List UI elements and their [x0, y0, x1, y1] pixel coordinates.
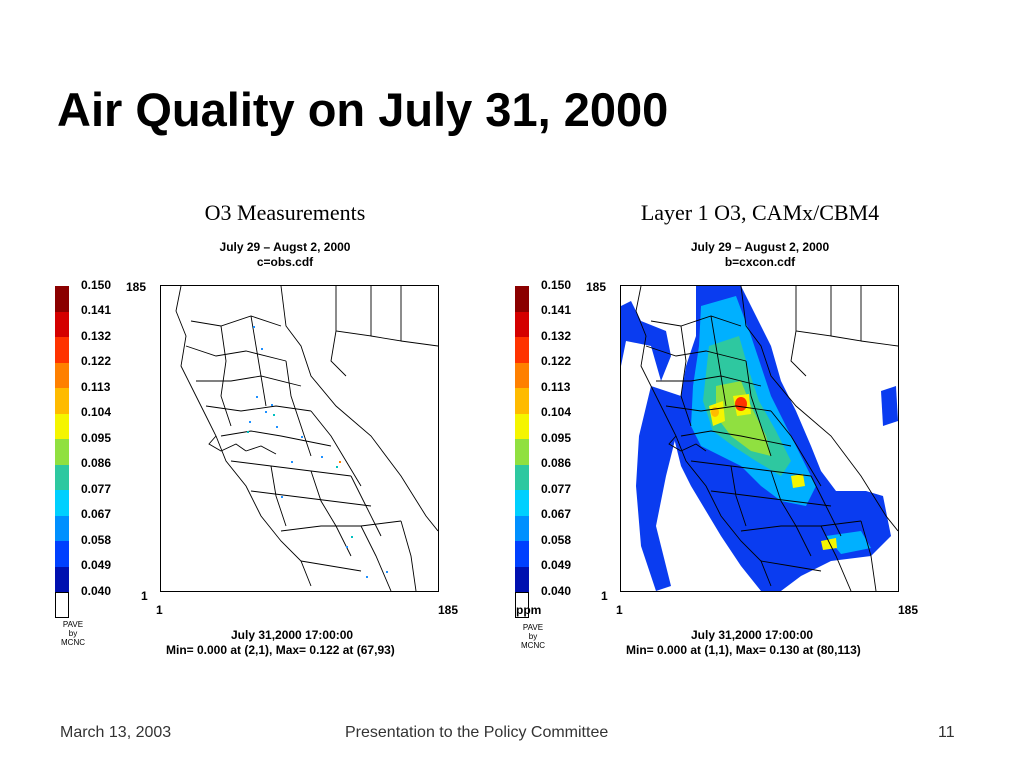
- colorbar-tick: 0.086: [81, 456, 112, 470]
- colorbar-swatch: [55, 541, 69, 567]
- colorbar-tick: 0.049: [81, 558, 112, 572]
- colorbar-tick: 0.058: [81, 533, 112, 547]
- colorbar-tick: 0.132: [81, 329, 112, 343]
- observation-map: [160, 285, 439, 592]
- y-axis-max-label: 185: [586, 280, 607, 294]
- colorbar-swatch: [55, 439, 69, 465]
- right-panel-title: Layer 1 O3, CAMx/CBM4: [640, 200, 880, 225]
- ozone-field: [621, 286, 898, 591]
- colorbar-tick: 0.150: [81, 278, 112, 292]
- y-axis-min-label: 1: [601, 589, 608, 603]
- slide-title: Air Quality on July 31, 2000: [57, 83, 669, 136]
- colorbar-tick: 0.141: [541, 303, 572, 317]
- colorbar-swatch: [515, 362, 529, 388]
- footer-title: Presentation to the Policy Committee: [345, 724, 609, 741]
- colorbar-swatch: [55, 464, 69, 490]
- colorbar-tick: 0.067: [541, 507, 572, 521]
- colorbar-tick: 0.049: [541, 558, 572, 572]
- colorbar-swatch: [515, 541, 529, 567]
- colorbar-swatch: [55, 388, 69, 414]
- x-axis-max-label: 185: [898, 603, 919, 617]
- county-boundaries: [175, 286, 438, 591]
- pave-logo-text: PAVE: [62, 620, 84, 629]
- left-minmax: Min= 0.000 at (2,1), Max= 0.122 at (67,9…: [166, 643, 395, 657]
- right-datetime: July 31,2000 17:00:00: [691, 628, 814, 642]
- colorbar-swatch: [515, 286, 529, 312]
- right-minmax: Min= 0.000 at (1,1), Max= 0.130 at (80,1…: [626, 643, 861, 657]
- colorbar-swatch: [55, 337, 69, 363]
- right-panel-subtitle-2: b=cxcon.cdf: [724, 255, 796, 269]
- colorbar-tick: 0.040: [81, 584, 112, 598]
- colorbar-swatch: [515, 311, 529, 337]
- pave-logo-text: MCNC: [61, 638, 85, 647]
- pave-logo-text: by: [68, 629, 78, 638]
- unit-label: ppm: [516, 603, 542, 617]
- pave-logo: PAVE by MCNC: [515, 623, 551, 650]
- colorbar-swatch: [55, 362, 69, 388]
- left-datetime: July 31,2000 17:00:00: [231, 628, 354, 642]
- colorbar-tick: 0.058: [541, 533, 572, 547]
- colorbar-swatch: [515, 388, 529, 414]
- colorbar-swatch: [515, 337, 529, 363]
- colorbar-tick: 0.150: [541, 278, 572, 292]
- colorbar-tick: 0.113: [81, 380, 111, 394]
- pave-logo: PAVE by MCNC: [55, 620, 91, 647]
- colorbar-swatch: [515, 592, 529, 618]
- colorbar-swatch: [515, 439, 529, 465]
- colorbar-tick: 0.122: [81, 354, 112, 368]
- colorbar-tick: 0.077: [81, 482, 112, 496]
- pave-logo-text: by: [528, 632, 538, 641]
- colorbar-tick: 0.122: [541, 354, 572, 368]
- colorbar-swatch: [515, 490, 529, 516]
- colorbar-tick: 0.077: [541, 482, 572, 496]
- y-axis-max-label: 185: [126, 280, 147, 294]
- right-panel: Layer 1 O3, CAMx/CBM4 July 29 – August 2…: [510, 195, 980, 665]
- right-panel-subtitle-1: July 29 – August 2, 2000: [690, 240, 830, 254]
- model-concentration-map: [620, 285, 899, 592]
- colorbar-swatch: [515, 566, 529, 592]
- pave-logo-text: PAVE: [522, 623, 544, 632]
- y-axis-min-label: 1: [141, 589, 148, 603]
- colorbar-tick: 0.086: [541, 456, 572, 470]
- left-panel-subtitle-1: July 29 – Augst 2, 2000: [219, 240, 351, 254]
- x-axis-min-label: 1: [616, 603, 623, 617]
- colorbar-tick: 0.095: [81, 431, 112, 445]
- pave-logo-text: MCNC: [521, 641, 545, 650]
- colorbar-tick: 0.132: [541, 329, 572, 343]
- colorbar-tick: 0.040: [541, 584, 572, 598]
- colorbar-tick: 0.067: [81, 507, 112, 521]
- footer-date: March 13, 2003: [60, 724, 172, 741]
- colorbar-swatch: [55, 490, 69, 516]
- colorbar-swatch: [515, 515, 529, 541]
- colorbar-tick: 0.095: [541, 431, 572, 445]
- x-axis-min-label: 1: [156, 603, 163, 617]
- footer-page-number: 11: [938, 724, 955, 741]
- x-axis-max-label: 185: [438, 603, 459, 617]
- colorbar-swatch: [55, 413, 69, 439]
- left-panel-title: O3 Measurements: [204, 200, 366, 225]
- colorbar-swatch: [515, 464, 529, 490]
- colorbar-tick: 0.104: [81, 405, 112, 419]
- right-colorbar: [515, 286, 529, 618]
- colorbar-swatch: [515, 413, 529, 439]
- colorbar-tick: 0.104: [541, 405, 572, 419]
- colorbar-tick: 0.113: [541, 380, 571, 394]
- left-panel-subtitle-2: c=obs.cdf: [256, 255, 314, 269]
- colorbar-swatch: [55, 515, 69, 541]
- colorbar-swatch: [55, 566, 69, 592]
- colorbar-swatch: [55, 592, 69, 618]
- colorbar-tick: 0.141: [81, 303, 112, 317]
- colorbar-swatch: [55, 311, 69, 337]
- left-panel: O3 Measurements July 29 – Augst 2, 2000 …: [50, 195, 520, 665]
- colorbar-swatch: [55, 286, 69, 312]
- left-colorbar: [55, 286, 69, 618]
